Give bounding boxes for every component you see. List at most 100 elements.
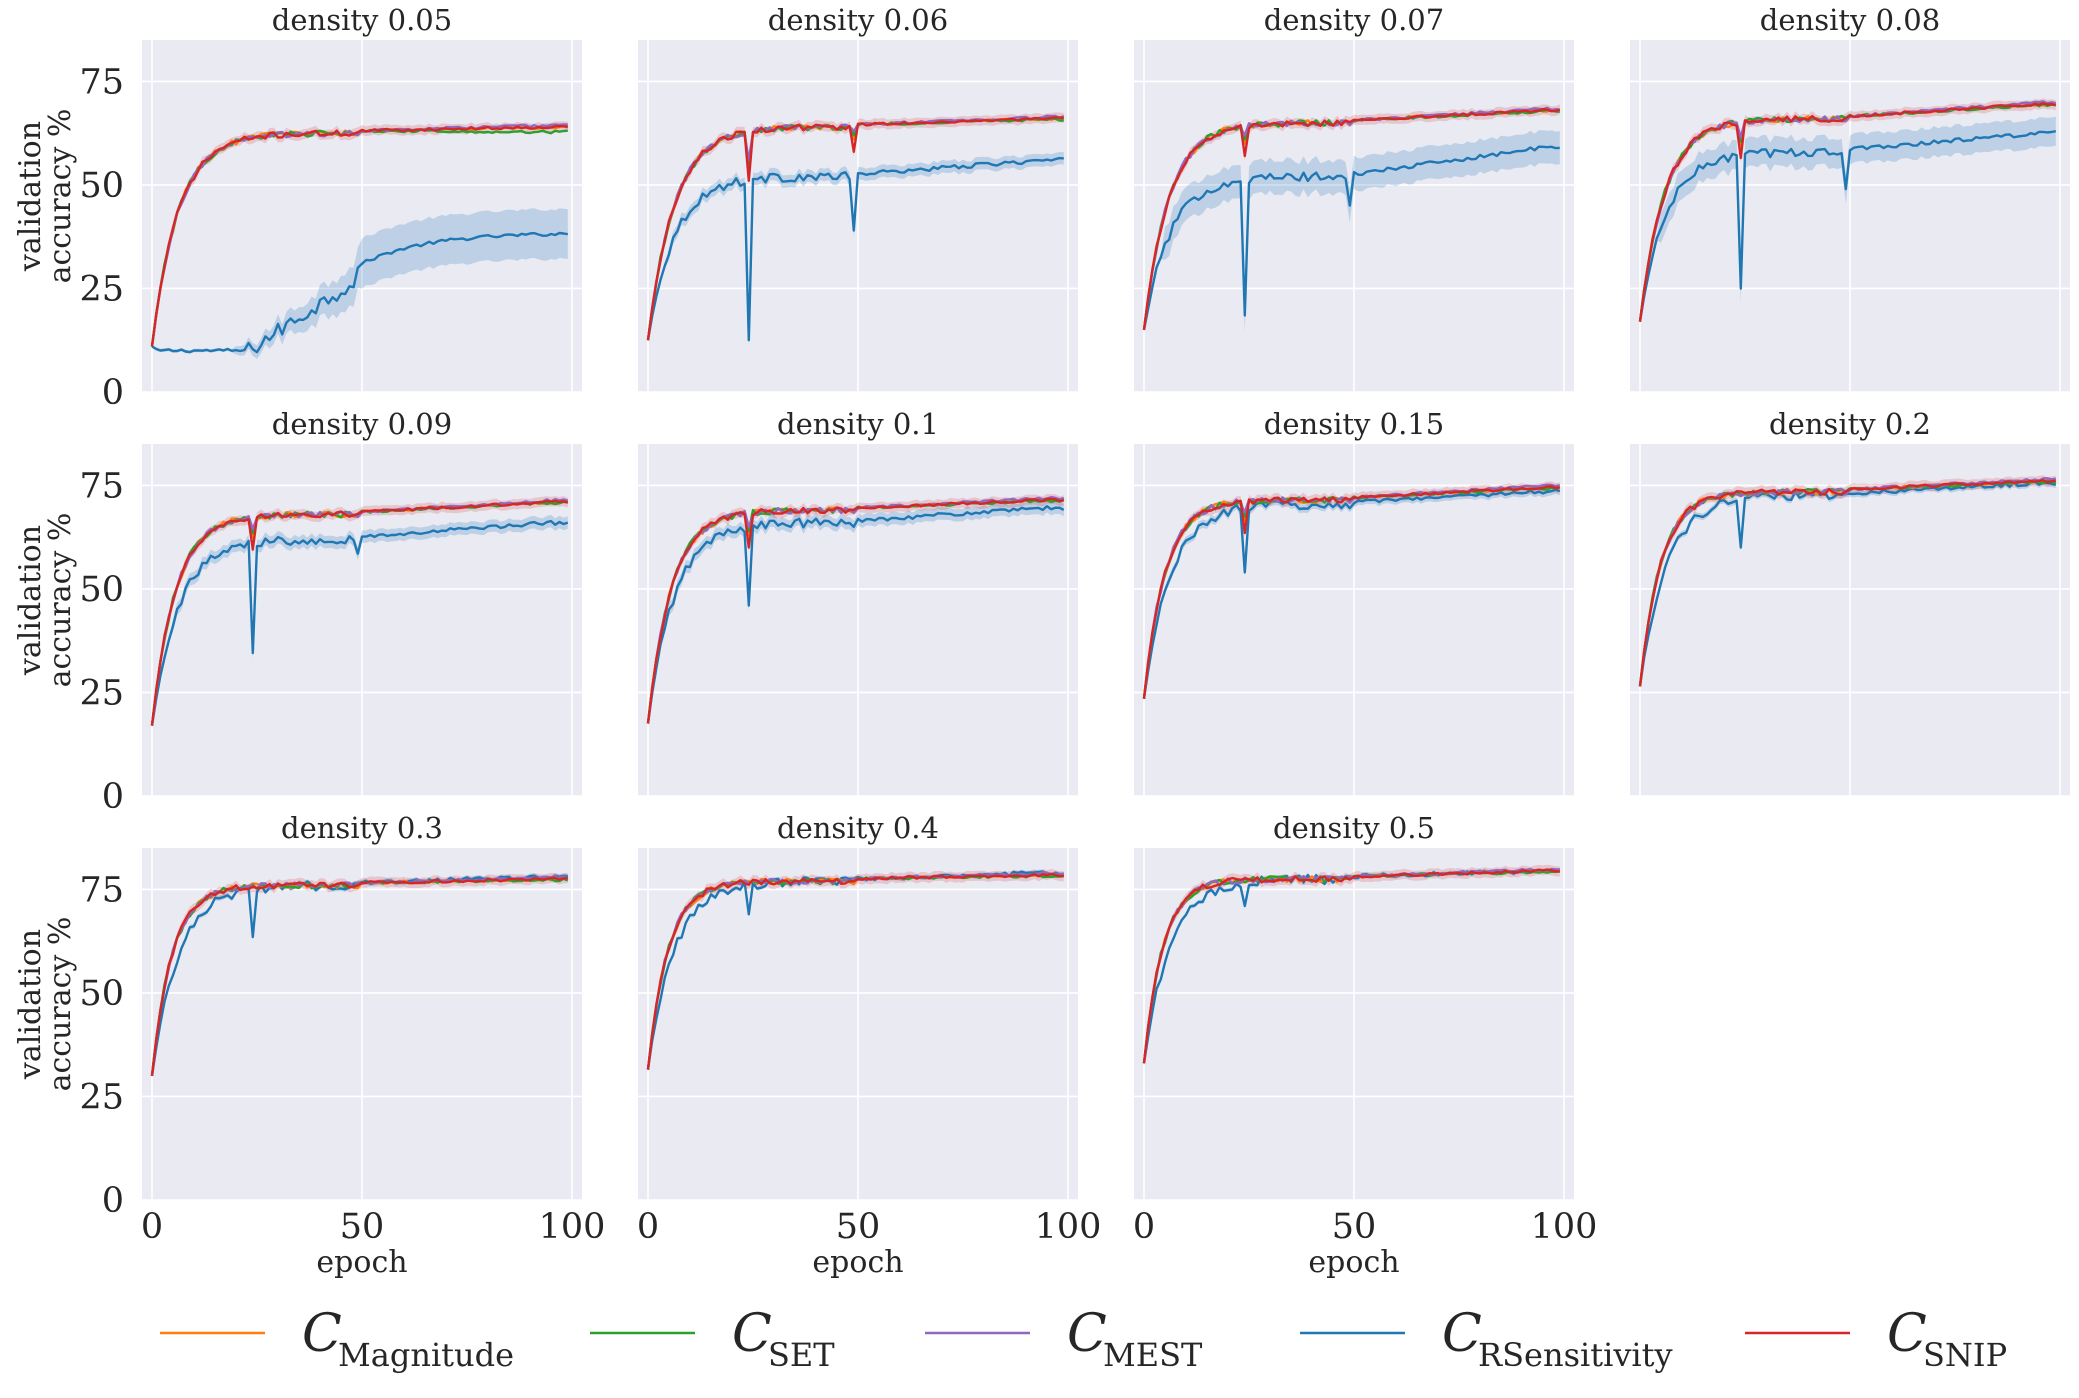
y-tick-label: 25: [79, 269, 124, 309]
panel-title: density 0.08: [1760, 3, 1940, 37]
legend-label: MEST: [1103, 1336, 1203, 1374]
y-tick-label: 75: [79, 466, 124, 506]
panel: density 0.07: [1134, 3, 1574, 393]
series-group: [646, 112, 1065, 347]
series-group: [1142, 864, 1561, 1066]
y-tick-label: 25: [79, 1077, 124, 1117]
x-tick-label: 100: [539, 1207, 606, 1247]
y-axis-label: accuracy %: [43, 513, 78, 688]
legend-symbol: C: [1067, 1304, 1107, 1364]
series-line-snip: [1142, 108, 1561, 331]
series-line-snip: [150, 125, 568, 347]
series-line-rsensitivity: [151, 231, 568, 354]
panel-title: density 0.15: [1264, 407, 1444, 441]
panel: density 0.2: [1630, 407, 2070, 797]
panel-title: density 0.3: [281, 811, 443, 845]
series-line-rsensitivity: [646, 505, 1065, 724]
series-group: [1142, 481, 1561, 701]
x-axis-label: epoch: [812, 1245, 903, 1280]
y-tick-label: 0: [102, 1181, 124, 1221]
panel: density 0.15: [1134, 407, 1574, 797]
legend-label: SET: [768, 1336, 835, 1374]
series-group: [646, 493, 1065, 726]
series-line-snip: [150, 499, 569, 726]
x-tick-label: 50: [836, 1207, 881, 1247]
y-axis-label: validation: [13, 525, 48, 676]
panel-title: density 0.1: [777, 407, 939, 441]
series-line-rsensitivity: [1638, 130, 2057, 322]
x-axis-label: epoch: [316, 1245, 407, 1280]
x-tick-label: 50: [340, 1207, 385, 1247]
y-tick-label: 50: [79, 570, 124, 610]
y-tick-label: 50: [79, 974, 124, 1014]
y-tick-label: 50: [79, 166, 124, 206]
panel-title: density 0.05: [272, 3, 452, 37]
y-tick-label: 0: [102, 777, 124, 817]
series-line-rsensitivity: [1142, 488, 1561, 699]
series-line-rsensitivity: [646, 156, 1064, 342]
panel: density 0.5 0 50 100 epoch: [1133, 811, 1598, 1280]
series-band-rsensitivity: [152, 208, 568, 359]
panel: density 0.4 0 50 100 epoch: [637, 811, 1102, 1280]
series-line-snip: [1638, 479, 2056, 687]
y-axis-label: validation: [13, 121, 48, 272]
y-tick-label: 25: [79, 673, 124, 713]
series-line-rsensitivity: [150, 519, 569, 726]
legend-symbol: C: [1442, 1304, 1482, 1364]
series-line-snip: [1142, 868, 1560, 1064]
series-line-snip: [646, 872, 1064, 1070]
panel: density 0.06: [638, 3, 1078, 393]
y-tick-label: 75: [79, 870, 124, 910]
panel: density 0.1: [638, 407, 1078, 797]
series-line-snip: [1142, 485, 1560, 699]
series-line-mest: [1142, 483, 1561, 699]
series-line-snip: [1638, 102, 2057, 322]
series-group: [150, 872, 569, 1078]
panel-title: density 0.09: [272, 407, 452, 441]
legend-label: Magnitude: [338, 1336, 514, 1374]
y-tick-label: 0: [102, 373, 124, 413]
x-tick-label: 50: [1332, 1207, 1377, 1247]
panel-title: density 0.4: [777, 811, 939, 845]
x-tick-label: 100: [1531, 1207, 1598, 1247]
y-tick-label: 75: [79, 62, 124, 102]
x-tick-label: 100: [1035, 1207, 1102, 1247]
legend-label: RSensitivity: [1478, 1336, 1673, 1374]
y-axis-label: validation: [13, 929, 48, 1080]
panel-title: density 0.5: [1273, 811, 1435, 845]
x-axis-label: epoch: [1308, 1245, 1399, 1280]
x-tick-label: 0: [637, 1207, 659, 1247]
series-group: [1638, 98, 2057, 324]
series-group: [1638, 475, 2057, 689]
legend-label: SNIP: [1923, 1336, 2007, 1374]
series-line-snip: [150, 876, 568, 1076]
legend-symbol: C: [302, 1304, 342, 1364]
series-line-snip: [646, 116, 1064, 341]
y-axis-label: accuracy %: [43, 109, 78, 284]
legend-symbol: C: [1887, 1304, 1927, 1364]
series-line-rsensitivity: [1142, 145, 1560, 331]
panel: density 0.08: [1630, 3, 2070, 393]
panel-title: density 0.06: [768, 3, 948, 37]
series-line-snip: [646, 497, 1065, 724]
x-tick-label: 0: [1133, 1207, 1155, 1247]
y-axis-label: accuracy %: [43, 917, 78, 1092]
series-group: [150, 121, 569, 359]
x-tick-label: 0: [141, 1207, 163, 1247]
series-group: [1142, 104, 1561, 332]
series-group: [646, 868, 1065, 1072]
series-group: [150, 496, 569, 728]
panel-title: density 0.07: [1264, 3, 1444, 37]
legend-symbol: C: [732, 1304, 772, 1364]
